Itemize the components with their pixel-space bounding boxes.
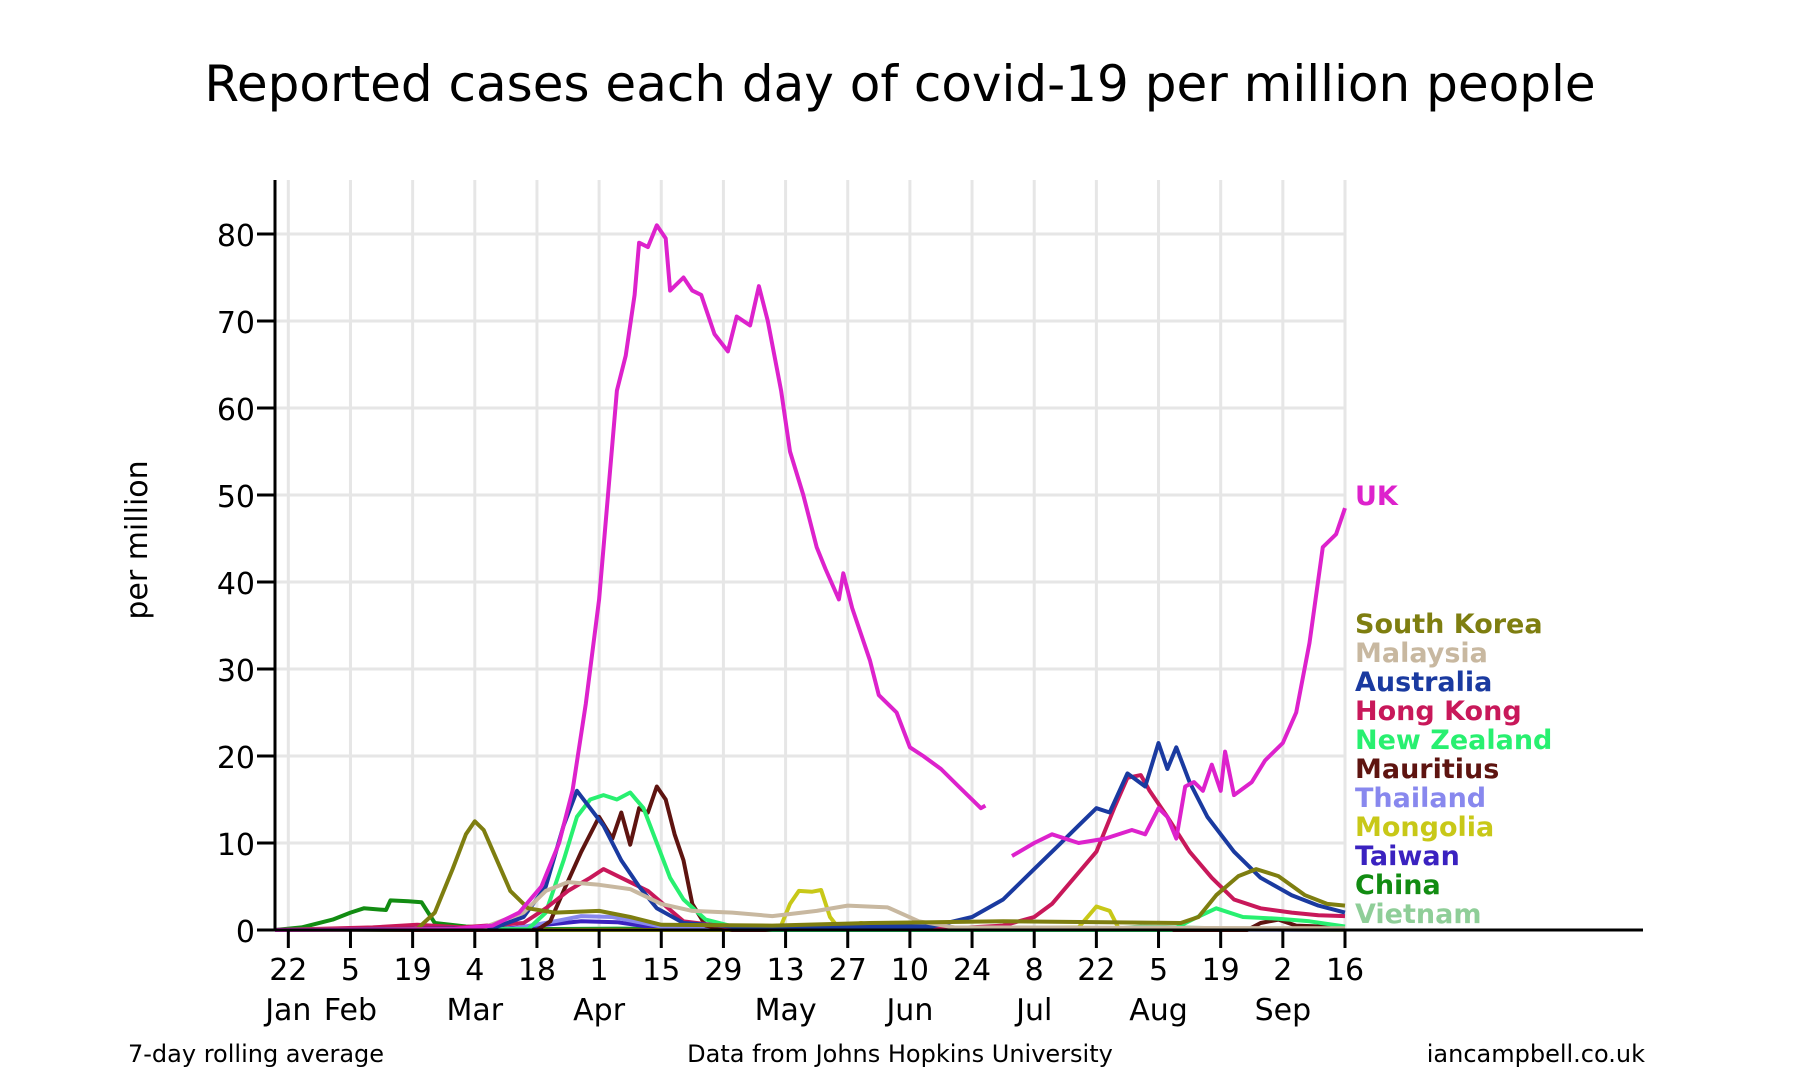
x-tick-day-label: 15 — [642, 953, 680, 988]
grid-lines — [275, 180, 1347, 930]
y-tick-label: 60 — [217, 393, 255, 428]
y-tick-label: 40 — [217, 567, 255, 602]
legend-label-vietnam: Vietnam — [1355, 899, 1481, 930]
x-tick-month-label: Jan — [263, 993, 311, 1028]
x-tick-day-label: 16 — [1326, 953, 1364, 988]
legend-label-australia: Australia — [1355, 667, 1492, 698]
series-line-malaysia — [274, 880, 1346, 932]
chart-title: Reported cases each day of covid-19 per … — [204, 55, 1596, 113]
footer-website: iancampbell.co.uk — [1426, 1040, 1645, 1068]
x-tick-day-label: 5 — [1149, 953, 1168, 988]
x-tick-day-label: 2 — [1273, 953, 1292, 988]
y-tick-label: 50 — [217, 480, 255, 515]
series-line-south-korea — [274, 819, 1346, 932]
y-axis-label: per million — [120, 460, 155, 619]
x-tick-day-label: 24 — [953, 953, 991, 988]
x-tick-month-label: Apr — [573, 993, 626, 1028]
series-lines — [274, 223, 1347, 932]
legend-label-mongolia: Mongolia — [1355, 812, 1494, 843]
series-line-hong-kong — [274, 773, 1346, 932]
x-tick-day-label: 1 — [590, 953, 609, 988]
x-tick-month-label: Aug — [1129, 993, 1188, 1028]
legend-label-uk: UK — [1355, 481, 1399, 512]
footer-source: Data from Johns Hopkins University — [687, 1040, 1113, 1068]
legend-label-mauritius: Mauritius — [1355, 754, 1499, 785]
legend-label-new-zealand: New Zealand — [1355, 725, 1552, 756]
y-tick-label: 80 — [217, 219, 255, 254]
x-tick-day-label: 4 — [465, 953, 484, 988]
y-tick-label: 20 — [217, 741, 255, 776]
x-tick-month-label: Feb — [324, 993, 377, 1028]
legend-label-china: China — [1355, 870, 1441, 901]
series-line-new-zealand — [274, 790, 1346, 932]
x-tick-day-label: 13 — [766, 953, 804, 988]
legend-label-south-korea: South Korea — [1355, 609, 1543, 640]
y-tick-label: 0 — [236, 915, 255, 950]
x-tick-day-label: 10 — [891, 953, 929, 988]
x-tick-day-label: 29 — [704, 953, 742, 988]
x-tick-day-label: 27 — [829, 953, 867, 988]
y-tick-label: 30 — [217, 654, 255, 689]
series-line-uk — [274, 223, 1347, 932]
x-tick-day-label: 5 — [341, 953, 360, 988]
x-tick-day-label: 19 — [1202, 953, 1240, 988]
footer-note: 7-day rolling average — [128, 1040, 385, 1068]
legend-label-malaysia: Malaysia — [1355, 638, 1488, 669]
x-tick-month-label: May — [755, 993, 817, 1028]
axis-labels: 0 10 20 30 40 50 60 70 80 22 Jan 5 Feb 19 4 Mar 18 1 Apr 15… — [120, 219, 1364, 1028]
x-tick-day-label: 8 — [1025, 953, 1044, 988]
y-tick-label: 70 — [217, 306, 255, 341]
legend-label-hong-kong: Hong Kong — [1355, 696, 1522, 727]
x-tick-month-label: Sep — [1255, 993, 1312, 1028]
legend-label-taiwan: Taiwan — [1355, 841, 1460, 872]
x-tick-month-label: Jul — [1014, 993, 1052, 1028]
x-tick-month-label: Jun — [884, 993, 933, 1028]
axes — [257, 180, 1643, 948]
series-line-australia — [274, 741, 1346, 932]
x-tick-month-label: Mar — [446, 993, 503, 1028]
x-tick-day-label: 19 — [394, 953, 432, 988]
x-tick-day-label: 18 — [518, 953, 556, 988]
x-tick-day-label: 22 — [269, 953, 307, 988]
legend-label-thailand: Thailand — [1355, 783, 1486, 814]
x-tick-day-label: 22 — [1077, 953, 1115, 988]
y-tick-label: 10 — [217, 828, 255, 863]
